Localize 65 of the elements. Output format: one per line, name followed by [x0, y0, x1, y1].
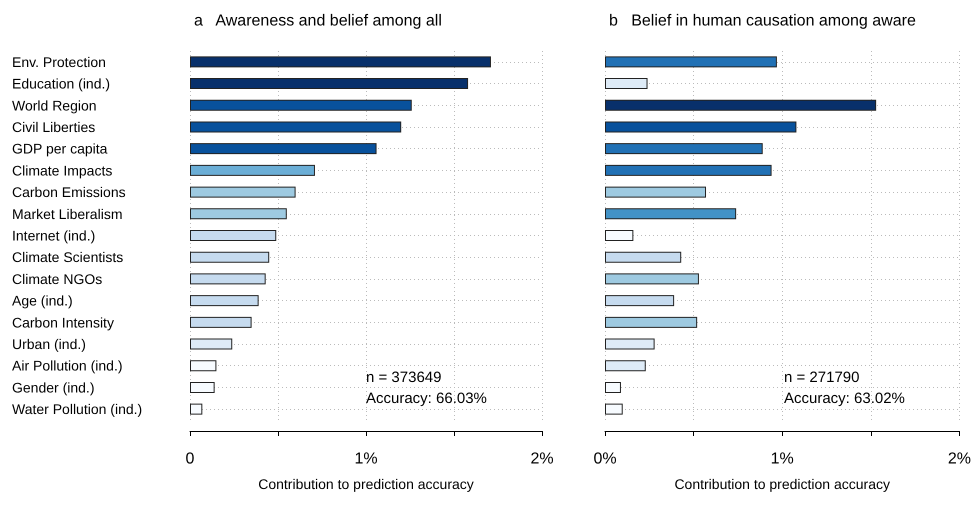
x-axis-title: Contribution to prediction accuracy [258, 476, 474, 492]
y-tick-label: Air Pollution (ind.) [12, 358, 122, 374]
annotation: Accuracy: 63.02% [784, 390, 905, 407]
bar [190, 230, 276, 241]
bar [605, 360, 646, 372]
bar [605, 143, 763, 154]
y-tick-label: Internet (ind.) [12, 228, 96, 244]
x-tick-label: 0% [593, 450, 617, 468]
bar [190, 360, 216, 372]
bar [190, 164, 315, 176]
bar [605, 316, 698, 328]
annotation: Accuracy: 66.03% [366, 390, 487, 407]
y-tick-label: Market Liberalism [12, 206, 122, 222]
y-tick-label: Carbon Intensity [12, 314, 114, 330]
bar [605, 404, 623, 415]
annotation: n = 271790 [784, 369, 860, 386]
bar [605, 208, 736, 220]
bar [605, 100, 876, 111]
bar [190, 316, 252, 328]
bar [605, 230, 634, 241]
y-tick-label: Age (ind.) [12, 292, 73, 309]
bar [190, 404, 202, 415]
bar [190, 273, 266, 284]
y-tick-label: GDP per capita [12, 140, 108, 157]
x-tick-label: 1% [770, 450, 794, 468]
x-tick-label: 2% [530, 450, 554, 468]
bar [605, 164, 772, 176]
bar [605, 186, 706, 198]
annotation: n = 373649 [366, 369, 442, 386]
y-tick-label: Urban (ind.) [12, 336, 86, 352]
bar [605, 273, 699, 284]
bar [190, 100, 412, 111]
bar [190, 252, 270, 263]
bar [605, 121, 796, 132]
y-tick-label: Gender (ind.) [12, 379, 94, 396]
x-tick-label: 2% [948, 450, 971, 468]
y-tick-label: Climate Impacts [12, 162, 112, 178]
y-tick-label: Climate Scientists [12, 249, 124, 266]
chart-title: a Awareness and belief among all [194, 12, 442, 30]
bar [190, 382, 215, 393]
y-tick-label: Water Pollution (ind.) [12, 401, 142, 418]
y-tick-label: Climate NGOs [12, 270, 102, 287]
chart-title: b Belief in human causation among aware [609, 12, 916, 30]
y-tick-label: Env. Protection [12, 54, 106, 70]
bar [190, 295, 259, 306]
bar [605, 338, 655, 350]
bar [605, 78, 648, 90]
y-tick-label: World Region [12, 97, 97, 114]
bar [190, 338, 232, 350]
y-tick-label: Carbon Emissions [12, 184, 126, 200]
bar [605, 295, 674, 306]
x-tick-label: 1% [354, 450, 378, 468]
bar [190, 121, 402, 132]
bar [190, 208, 287, 220]
bar [190, 78, 468, 90]
bar [190, 56, 491, 68]
bar [190, 186, 296, 198]
bar [605, 382, 621, 393]
bar [605, 252, 682, 263]
y-tick-label: Education (ind.) [12, 76, 110, 92]
y-tick-label: Civil Liberties [12, 118, 96, 135]
bar [605, 56, 777, 68]
x-tick-label: 0 [186, 450, 195, 468]
bar [190, 143, 377, 154]
x-axis-title: Contribution to prediction accuracy [674, 476, 890, 492]
